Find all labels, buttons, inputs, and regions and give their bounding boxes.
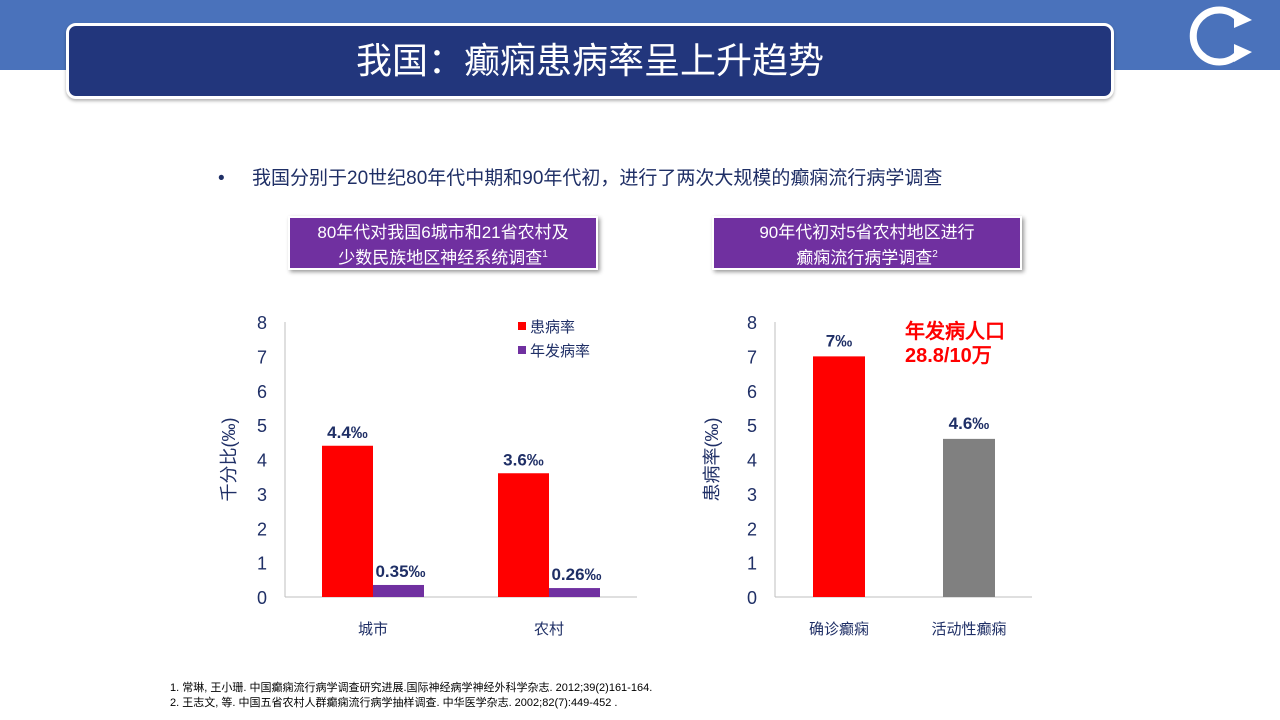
bar-prevalence: [322, 445, 373, 597]
y-tick-label: 8: [257, 313, 267, 333]
y-axis-label: 千分比(‰): [219, 418, 239, 502]
x-tick-label: 农村: [534, 621, 564, 638]
subtitle-1-line1: 80年代对我国6城市和21省农村及: [317, 223, 569, 242]
bar-prevalence: [498, 473, 549, 597]
x-tick-label: 活动性癫痫: [931, 621, 1006, 638]
bar: [943, 438, 995, 597]
legend-label: 患病率: [530, 319, 575, 336]
bullet-label: 我国分别于20世纪80年代中期和90年代初，进行了两次大规模的癫痫流行病学调查: [252, 168, 943, 189]
y-tick-label: 8: [747, 313, 757, 333]
y-tick-label: 5: [747, 416, 757, 436]
data-label: 0.35‰: [375, 562, 425, 581]
y-tick-label: 7: [747, 347, 757, 367]
y-tick-label: 1: [747, 554, 757, 574]
legend-swatch: [518, 346, 526, 354]
subtitle-1-ref: 1: [542, 249, 548, 260]
bar: [813, 356, 865, 597]
data-label: 7‰: [826, 331, 852, 350]
legend-label: 年发病率: [530, 343, 590, 360]
y-tick-label: 0: [747, 588, 757, 608]
annotation-line1: 年发病人口: [905, 319, 1005, 343]
x-tick-label: 确诊癫痫: [809, 621, 869, 638]
bar-incidence: [549, 588, 600, 597]
y-tick-label: 3: [257, 485, 267, 505]
y-tick-label: 7: [257, 347, 267, 367]
references: 1. 常琳, 王小珊. 中国癫痫流行病学调查研究进展.国际神经病学神经外科学杂志…: [170, 681, 652, 711]
x-tick-label: 城市: [358, 621, 388, 638]
logo-icon: [1189, 6, 1252, 66]
y-tick-label: 5: [257, 416, 267, 436]
y-tick-label: 6: [257, 382, 267, 402]
data-label: 4.4‰: [327, 423, 368, 442]
data-label: 0.26‰: [551, 565, 601, 584]
y-tick-label: 2: [257, 519, 267, 539]
bullet-text: • 我国分别于20世纪80年代中期和90年代初，进行了两次大规模的癫痫流行病学调查: [218, 168, 943, 189]
subtitle-box-2: 90年代初对5省农村地区进行 癫痫流行病学调查2: [712, 216, 1022, 270]
y-tick-label: 2: [747, 519, 757, 539]
subtitle-1-line2: 少数民族地区神经系统调查: [338, 248, 543, 268]
reference-2: 2. 王志文, 等. 中国五省农村人群癫痫流行病学抽样调查. 中华医学杂志. 2…: [170, 697, 618, 709]
subtitle-2-line2: 癫痫流行病学调查: [796, 248, 933, 268]
y-tick-label: 4: [747, 451, 757, 471]
y-tick-label: 0: [257, 588, 267, 608]
y-axis-label: 患病率(‰): [702, 418, 722, 502]
y-tick-label: 6: [747, 382, 757, 402]
subtitle-box-1: 80年代对我国6城市和21省农村及 少数民族地区神经系统调查1: [288, 216, 598, 270]
subtitle-2-line1: 90年代初对5省农村地区进行: [759, 223, 975, 242]
data-label: 4.6‰: [949, 414, 990, 433]
bar-incidence: [373, 584, 424, 597]
annotation-line2: 28.8/10万: [905, 345, 992, 367]
subtitle-2-ref: 2: [932, 249, 938, 260]
page-title: 我国：癫痫患病率呈上升趋势: [66, 23, 1114, 99]
y-tick-label: 1: [257, 554, 267, 574]
data-label: 3.6‰: [503, 450, 544, 469]
reference-1: 1. 常琳, 王小珊. 中国癫痫流行病学调查研究进展.国际神经病学神经外科学杂志…: [170, 682, 653, 694]
legend-swatch: [518, 322, 526, 330]
y-tick-label: 3: [747, 485, 757, 505]
y-tick-label: 4: [257, 451, 267, 471]
